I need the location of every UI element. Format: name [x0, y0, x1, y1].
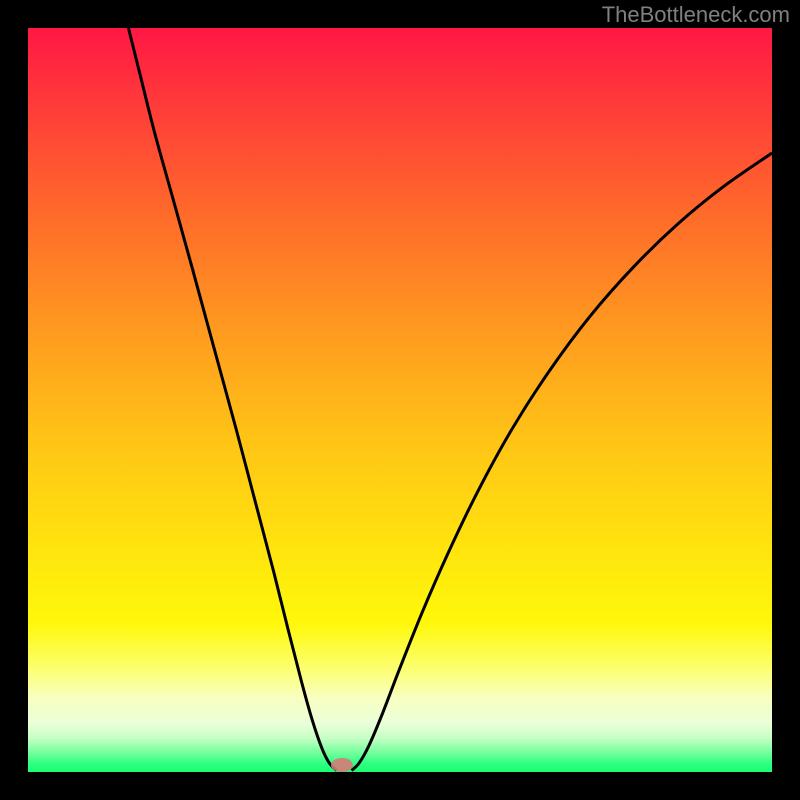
bottleneck-plot	[0, 0, 800, 800]
optimal-point-marker	[331, 758, 353, 772]
plot-background	[28, 28, 772, 772]
chart-container: TheBottleneck.com	[0, 0, 800, 800]
watermark-text: TheBottleneck.com	[602, 2, 790, 28]
